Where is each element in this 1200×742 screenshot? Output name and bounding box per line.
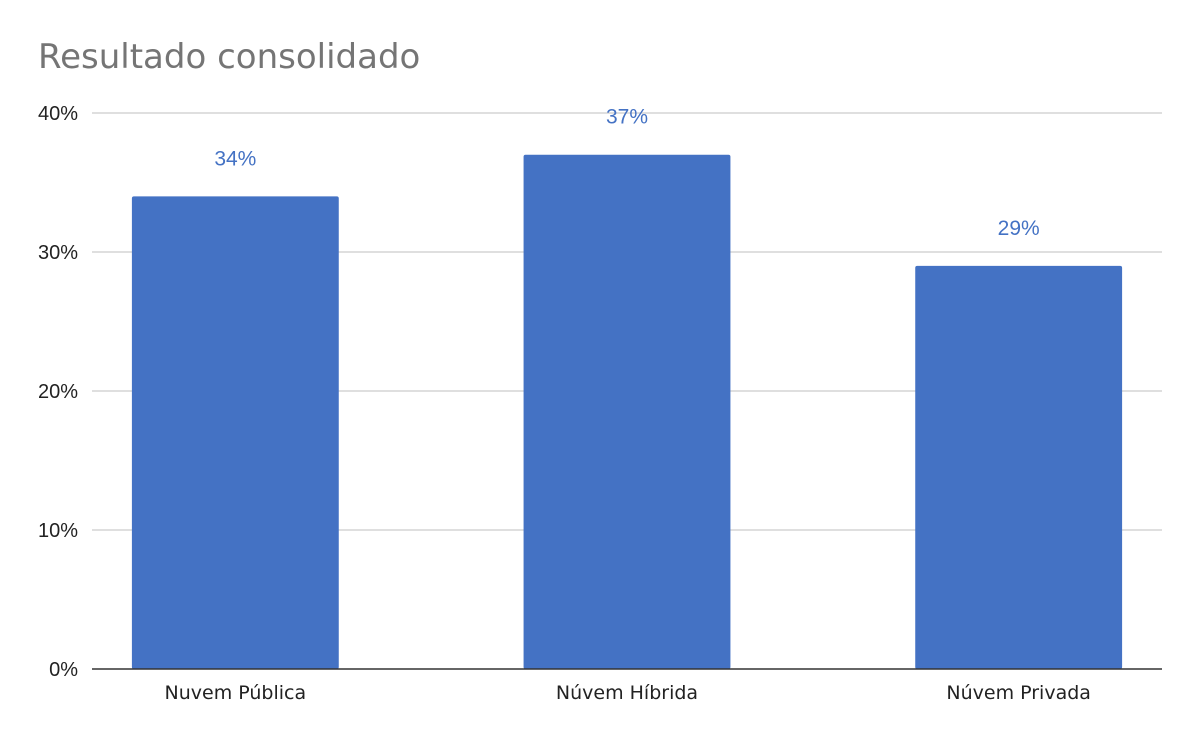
y-tick-label: 20% <box>38 381 78 403</box>
category-label: Núvem Híbrida <box>556 682 698 704</box>
y-axis-ticks: 0% 10% 20% 30% 40% <box>38 103 78 681</box>
data-label: 29% <box>998 217 1040 240</box>
y-tick-label: 40% <box>38 103 78 125</box>
y-tick-label: 0% <box>49 659 78 681</box>
category-label: Núvem Privada <box>946 682 1091 704</box>
chart-title: Resultado consolidado <box>38 37 420 77</box>
data-label: 34% <box>214 147 256 170</box>
bar <box>915 265 1123 669</box>
y-tick-label: 10% <box>38 520 78 542</box>
bar <box>131 196 339 669</box>
data-label: 37% <box>606 106 648 129</box>
bar <box>523 154 731 669</box>
y-tick-label: 30% <box>38 242 78 264</box>
x-axis-categories: Nuvem Pública Núvem Híbrida Núvem Privada <box>165 682 1091 704</box>
category-label: Nuvem Pública <box>165 682 307 704</box>
data-labels: 34% 37% 29% <box>214 106 1039 240</box>
bars <box>131 154 1123 669</box>
